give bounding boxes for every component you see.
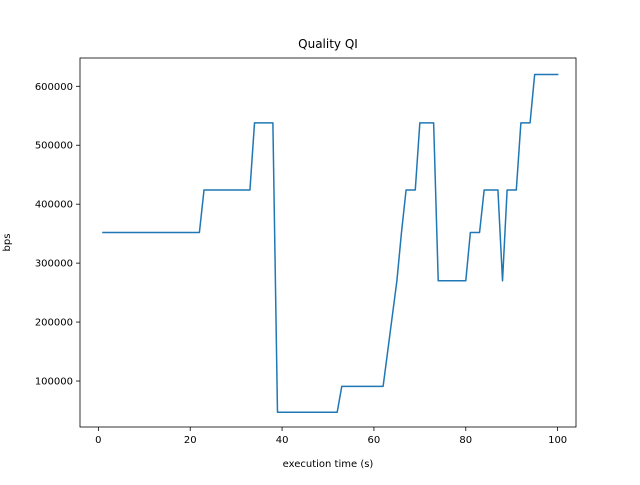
x-axis-ticks: 0 20 40 60 80 100 [95, 427, 567, 446]
x-tick-label: 40 [276, 435, 289, 446]
x-tick-label: 100 [548, 435, 567, 446]
y-tick-label: 300000 [35, 259, 73, 270]
y-tick-label: 600000 [35, 82, 73, 93]
series-line [102, 73, 559, 414]
x-tick-label: 60 [368, 435, 381, 446]
y-tick-label: 400000 [35, 200, 73, 211]
x-tick-label: 0 [95, 435, 101, 446]
y-axis-ticks: 100000 200000 300000 400000 500000 600000 [35, 82, 80, 388]
y-tick-label: 500000 [35, 141, 73, 152]
axes-frame [79, 57, 577, 428]
x-tick-label: 80 [459, 435, 472, 446]
x-axis-label: execution time (s) [283, 459, 374, 470]
chart-title: Quality QI [298, 37, 358, 51]
y-tick-label: 200000 [35, 318, 73, 329]
x-tick-label: 20 [184, 435, 197, 446]
y-tick-label: 100000 [35, 377, 73, 388]
plot-area [102, 73, 559, 414]
y-axis-label: bps [2, 234, 13, 252]
